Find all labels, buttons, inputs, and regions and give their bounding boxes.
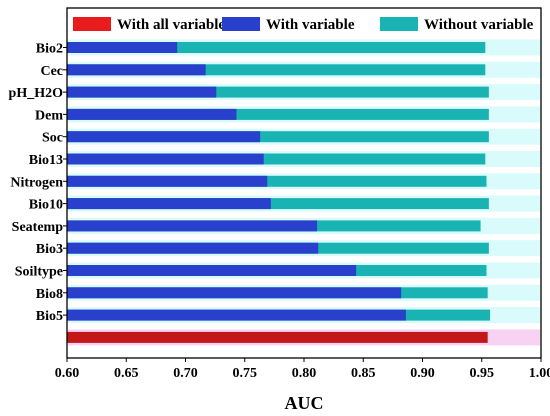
legend-swatch bbox=[73, 17, 111, 31]
bar-with-variable bbox=[67, 265, 357, 276]
category-label: Bio2 bbox=[36, 42, 63, 57]
x-tick-label: 0.65 bbox=[114, 366, 139, 381]
bar-with-variable bbox=[67, 86, 217, 98]
category-label: Nitrogen bbox=[10, 175, 63, 190]
category-label: Soc bbox=[42, 131, 63, 146]
x-tick-label: 0.90 bbox=[410, 366, 435, 381]
category-label: Bio3 bbox=[36, 242, 63, 257]
legend-swatch bbox=[222, 17, 260, 31]
x-tick-label: 1.00 bbox=[529, 366, 550, 381]
x-tick-label: 0.85 bbox=[351, 366, 376, 381]
category-label: Bio10 bbox=[29, 198, 63, 213]
bar-without-variable bbox=[67, 64, 486, 76]
bar-without-variable bbox=[67, 42, 486, 53]
bar-with-variable bbox=[67, 287, 402, 299]
x-tick-label: 0.75 bbox=[233, 366, 258, 381]
bar-with-variable bbox=[67, 108, 237, 120]
category-label: Cec bbox=[40, 64, 63, 79]
bar-without-variable bbox=[67, 131, 489, 143]
bar-without-variable bbox=[67, 198, 489, 210]
category-label: Dem bbox=[35, 108, 63, 123]
category-label: Bio13 bbox=[29, 153, 63, 168]
category-label: Bio5 bbox=[36, 309, 63, 324]
x-tick-label: 0.95 bbox=[470, 366, 495, 381]
bar-with-variable bbox=[67, 198, 271, 210]
legend-swatch bbox=[380, 17, 418, 31]
bar-with-all-variable bbox=[67, 331, 488, 343]
x-tick-label: 0.70 bbox=[173, 366, 198, 381]
legend-label: With all variable bbox=[117, 17, 225, 33]
legend-label: Without variable bbox=[424, 17, 534, 33]
x-tick-label: 0.60 bbox=[55, 366, 80, 381]
legend-label: With variable bbox=[266, 17, 355, 33]
bar-with-variable bbox=[67, 64, 206, 76]
x-axis-title: AUC bbox=[285, 393, 324, 413]
x-axis: 0.60 0.65 0.70 0.75 0.80 0.85 0.90 0.95 1.00 bbox=[55, 358, 550, 381]
bar-without-variable bbox=[67, 86, 489, 98]
bar-with-variable bbox=[67, 309, 406, 321]
bar-with-variable bbox=[67, 131, 261, 143]
category-label: Soiltype bbox=[15, 265, 63, 280]
bar-with-variable bbox=[67, 153, 264, 165]
category-label: Seatemp bbox=[12, 220, 64, 235]
bar-with-variable bbox=[67, 220, 318, 232]
y-axis: Bio2 Cec pH_H2O Dem Soc Bio13 Nitrogen Bio10 Sea… bbox=[9, 42, 67, 324]
x-tick-label: 0.80 bbox=[292, 366, 317, 381]
bar-with-variable bbox=[67, 175, 268, 187]
bar-with-variable bbox=[67, 42, 178, 53]
bar-with-variable bbox=[67, 242, 319, 254]
category-label: pH_H2O bbox=[9, 86, 64, 101]
bar-without-variable bbox=[67, 175, 487, 187]
legend: With all variable With variable Without va… bbox=[73, 17, 534, 33]
category-label: Bio8 bbox=[36, 287, 63, 302]
bars bbox=[67, 39, 540, 346]
bar-without-variable bbox=[67, 153, 486, 165]
bar-without-variable bbox=[67, 108, 489, 120]
